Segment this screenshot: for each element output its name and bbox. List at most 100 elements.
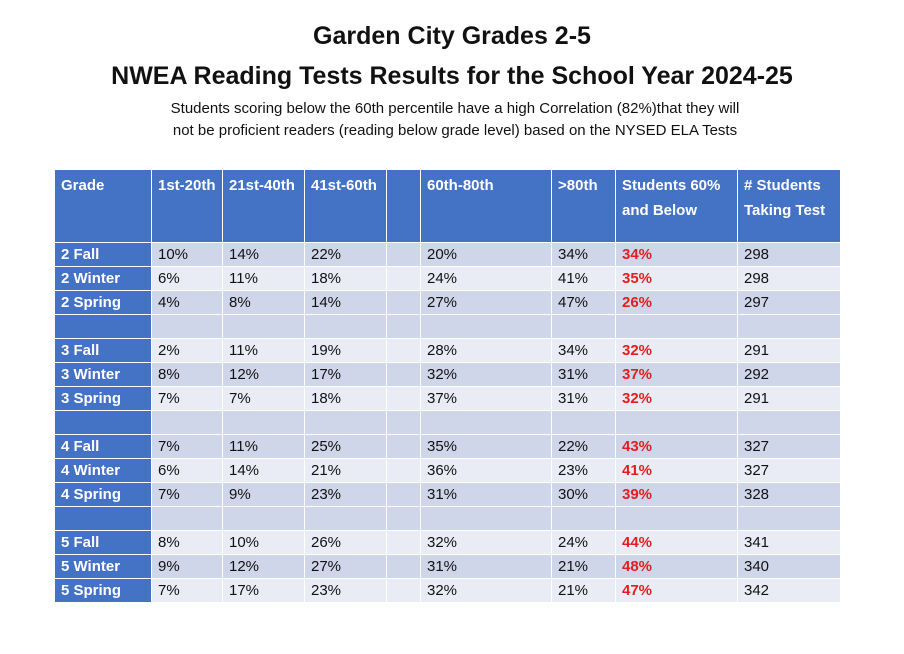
count-cell: 327 xyxy=(737,458,841,483)
empty-cell xyxy=(386,242,421,267)
percent-cell: 26% xyxy=(304,530,387,555)
header-students-taking-test: # Students Taking Test xyxy=(737,169,841,243)
percent-cell: 32% xyxy=(420,530,552,555)
count-cell: 291 xyxy=(737,338,841,363)
below-60-cell: 41% xyxy=(615,458,738,483)
percent-cell: 31% xyxy=(420,482,552,507)
header-students-below-60: Students 60% and Below xyxy=(615,169,738,243)
spacer-cell xyxy=(551,506,616,531)
empty-cell xyxy=(386,290,421,315)
percent-cell: 7% xyxy=(151,434,223,459)
table-row: 3 Fall 2% 11% 19% 28% 34% 32% 291 xyxy=(54,338,841,363)
spacer-cell xyxy=(615,506,738,531)
page-title: Garden City Grades 2-5 xyxy=(313,22,591,50)
spacer-cell xyxy=(54,506,152,531)
count-cell: 327 xyxy=(737,434,841,459)
spacer-cell xyxy=(615,410,738,435)
header-empty xyxy=(386,169,421,243)
spacer-cell xyxy=(54,314,152,339)
spacer-cell xyxy=(737,314,841,339)
percent-cell: 11% xyxy=(222,266,305,291)
percent-cell: 4% xyxy=(151,290,223,315)
percent-cell: 31% xyxy=(551,362,616,387)
spacer-cell xyxy=(551,314,616,339)
empty-cell xyxy=(386,266,421,291)
below-60-cell: 43% xyxy=(615,434,738,459)
below-60-cell: 37% xyxy=(615,362,738,387)
percent-cell: 21% xyxy=(551,554,616,579)
table-row: 3 Winter 8% 12% 17% 32% 31% 37% 292 xyxy=(54,362,841,387)
percent-cell: 32% xyxy=(420,362,552,387)
percent-cell: 20% xyxy=(420,242,552,267)
percent-cell: 21% xyxy=(551,578,616,603)
spacer-cell xyxy=(386,314,421,339)
percent-cell: 34% xyxy=(551,338,616,363)
table-row: 5 Winter 9% 12% 27% 31% 21% 48% 340 xyxy=(54,554,841,579)
percent-cell: 12% xyxy=(222,554,305,579)
spacer-cell xyxy=(737,506,841,531)
percent-cell: 8% xyxy=(151,530,223,555)
spacer-cell xyxy=(304,506,387,531)
header-60th-80th: 60th-80th xyxy=(420,169,552,243)
percent-cell: 23% xyxy=(304,578,387,603)
percent-cell: 47% xyxy=(551,290,616,315)
grade-cell: 3 Spring xyxy=(54,386,152,411)
percent-cell: 24% xyxy=(420,266,552,291)
count-cell: 298 xyxy=(737,242,841,267)
grade-cell: 5 Fall xyxy=(54,530,152,555)
percent-cell: 9% xyxy=(151,554,223,579)
empty-cell xyxy=(386,458,421,483)
percent-cell: 7% xyxy=(151,482,223,507)
table-row: 4 Spring 7% 9% 23% 31% 30% 39% 328 xyxy=(54,482,841,507)
header-1st-20th: 1st-20th xyxy=(151,169,223,243)
percent-cell: 31% xyxy=(551,386,616,411)
table-row: 4 Fall 7% 11% 25% 35% 22% 43% 327 xyxy=(54,434,841,459)
spacer-cell xyxy=(54,410,152,435)
spacer-cell xyxy=(420,506,552,531)
count-cell: 342 xyxy=(737,578,841,603)
percent-cell: 23% xyxy=(304,482,387,507)
spacer-row xyxy=(54,410,841,435)
table-row: 2 Spring 4% 8% 14% 27% 47% 26% 297 xyxy=(54,290,841,315)
grade-cell: 4 Winter xyxy=(54,458,152,483)
header-41st-60th: 41st-60th xyxy=(304,169,387,243)
spacer-row xyxy=(54,314,841,339)
below-60-cell: 34% xyxy=(615,242,738,267)
empty-cell xyxy=(386,530,421,555)
note-text: Students scoring below the 60th percenti… xyxy=(60,98,850,142)
percent-cell: 9% xyxy=(222,482,305,507)
spacer-cell xyxy=(151,506,223,531)
below-60-cell: 47% xyxy=(615,578,738,603)
percent-cell: 22% xyxy=(551,434,616,459)
percent-cell: 7% xyxy=(151,578,223,603)
percent-cell: 8% xyxy=(222,290,305,315)
percent-cell: 7% xyxy=(151,386,223,411)
percent-cell: 14% xyxy=(222,242,305,267)
percent-cell: 25% xyxy=(304,434,387,459)
spacer-cell xyxy=(420,314,552,339)
grade-cell: 2 Fall xyxy=(54,242,152,267)
header-above-80th: >80th xyxy=(551,169,616,243)
spacer-cell xyxy=(386,506,421,531)
grade-cell: 3 Fall xyxy=(54,338,152,363)
below-60-cell: 32% xyxy=(615,338,738,363)
spacer-cell xyxy=(304,410,387,435)
spacer-cell xyxy=(222,410,305,435)
percent-cell: 27% xyxy=(304,554,387,579)
percent-cell: 31% xyxy=(420,554,552,579)
below-60-cell: 32% xyxy=(615,386,738,411)
percent-cell: 14% xyxy=(304,290,387,315)
below-60-cell: 26% xyxy=(615,290,738,315)
percent-cell: 17% xyxy=(222,578,305,603)
percent-cell: 36% xyxy=(420,458,552,483)
percent-cell: 32% xyxy=(420,578,552,603)
percent-cell: 8% xyxy=(151,362,223,387)
count-cell: 291 xyxy=(737,386,841,411)
percent-cell: 34% xyxy=(551,242,616,267)
below-60-cell: 48% xyxy=(615,554,738,579)
spacer-cell xyxy=(615,314,738,339)
grade-cell: 4 Spring xyxy=(54,482,152,507)
table-row: 5 Spring 7% 17% 23% 32% 21% 47% 342 xyxy=(54,578,841,603)
grade-cell: 5 Winter xyxy=(54,554,152,579)
count-cell: 341 xyxy=(737,530,841,555)
